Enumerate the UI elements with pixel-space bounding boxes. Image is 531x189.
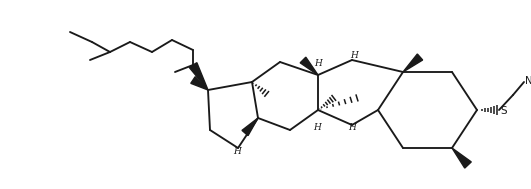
Text: H: H [348,123,356,132]
Polygon shape [191,77,208,90]
Text: H: H [313,123,321,132]
Polygon shape [403,54,423,72]
Text: H: H [233,147,241,156]
Text: H: H [314,59,322,67]
Polygon shape [189,63,208,90]
Polygon shape [300,57,318,75]
Text: H: H [350,50,358,60]
Text: N: N [525,77,531,87]
Polygon shape [242,118,258,136]
Polygon shape [452,148,472,168]
Text: S: S [500,105,507,115]
